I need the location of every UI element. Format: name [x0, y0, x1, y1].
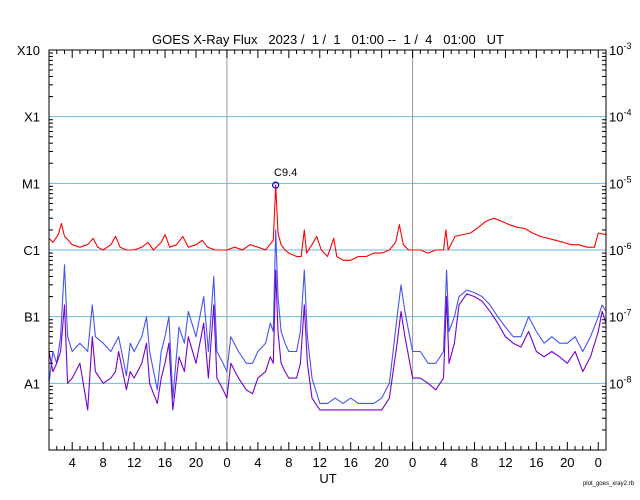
x-tick-label: 0 — [409, 455, 416, 470]
y-left-tick-label: B1 — [24, 310, 40, 325]
x-tick-label: 12 — [313, 455, 327, 470]
x-tick-label: 12 — [498, 455, 512, 470]
x-tick-label: 12 — [127, 455, 141, 470]
y-axis-right-labels: 10-3 10-4 10-5 10-6 10-7 10-8 — [609, 41, 631, 391]
credit-text: plot_goes_xray2.rb — [583, 481, 635, 487]
y-right-tick-label: 10-8 — [609, 374, 631, 391]
x-tick-label: 0 — [595, 455, 602, 470]
y-right-tick-label: 10-7 — [609, 308, 631, 325]
y-right-tick-label: 10-5 — [609, 174, 631, 191]
x-tick-label: 8 — [285, 455, 292, 470]
peak-label: C9.4 — [274, 167, 297, 179]
x-tick-label: 20 — [189, 455, 203, 470]
y-left-tick-label: M1 — [22, 176, 40, 191]
y-right-tick-label: 10-4 — [609, 108, 631, 125]
x-axis-label: UT — [319, 471, 336, 486]
x-tick-label: 4 — [440, 455, 447, 470]
series-lines — [48, 184, 607, 411]
x-tick-label: 4 — [254, 455, 261, 470]
series-line-2 — [48, 229, 607, 404]
x-tick-label: 4 — [69, 455, 76, 470]
peak-marker — [272, 181, 280, 189]
series-line-3 — [48, 269, 607, 411]
x-tick-label: 16 — [158, 455, 172, 470]
y-right-tick-label: 10-3 — [609, 41, 631, 58]
y-right-tick-label: 10-6 — [609, 241, 631, 258]
y-left-tick-label: A1 — [24, 376, 40, 391]
x-tick-label: 0 — [223, 455, 230, 470]
peak-annotation: C9.4 — [272, 167, 297, 189]
x-tick-label: 16 — [343, 455, 357, 470]
x-tick-label: 8 — [100, 455, 107, 470]
axis-ticks — [48, 50, 607, 450]
y-axis-left-labels: X10 X1 M1 C1 B1 A1 — [17, 43, 40, 391]
y-left-tick-label: X10 — [17, 43, 40, 58]
chart-title: GOES X-Ray Flux 2023 / 1 / 1 01:00 -- 1 … — [152, 32, 504, 47]
x-axis-tick-labels: 4 8 12 16 20 0 4 8 12 16 20 0 4 8 12 16 20 0 — [69, 455, 602, 470]
y-left-tick-label: X1 — [24, 110, 40, 125]
x-tick-label: 20 — [560, 455, 574, 470]
y-left-tick-label: C1 — [23, 243, 40, 258]
x-tick-label: 16 — [529, 455, 543, 470]
series-line-1 — [48, 184, 607, 261]
x-tick-label: 8 — [471, 455, 478, 470]
x-tick-label: 20 — [374, 455, 388, 470]
